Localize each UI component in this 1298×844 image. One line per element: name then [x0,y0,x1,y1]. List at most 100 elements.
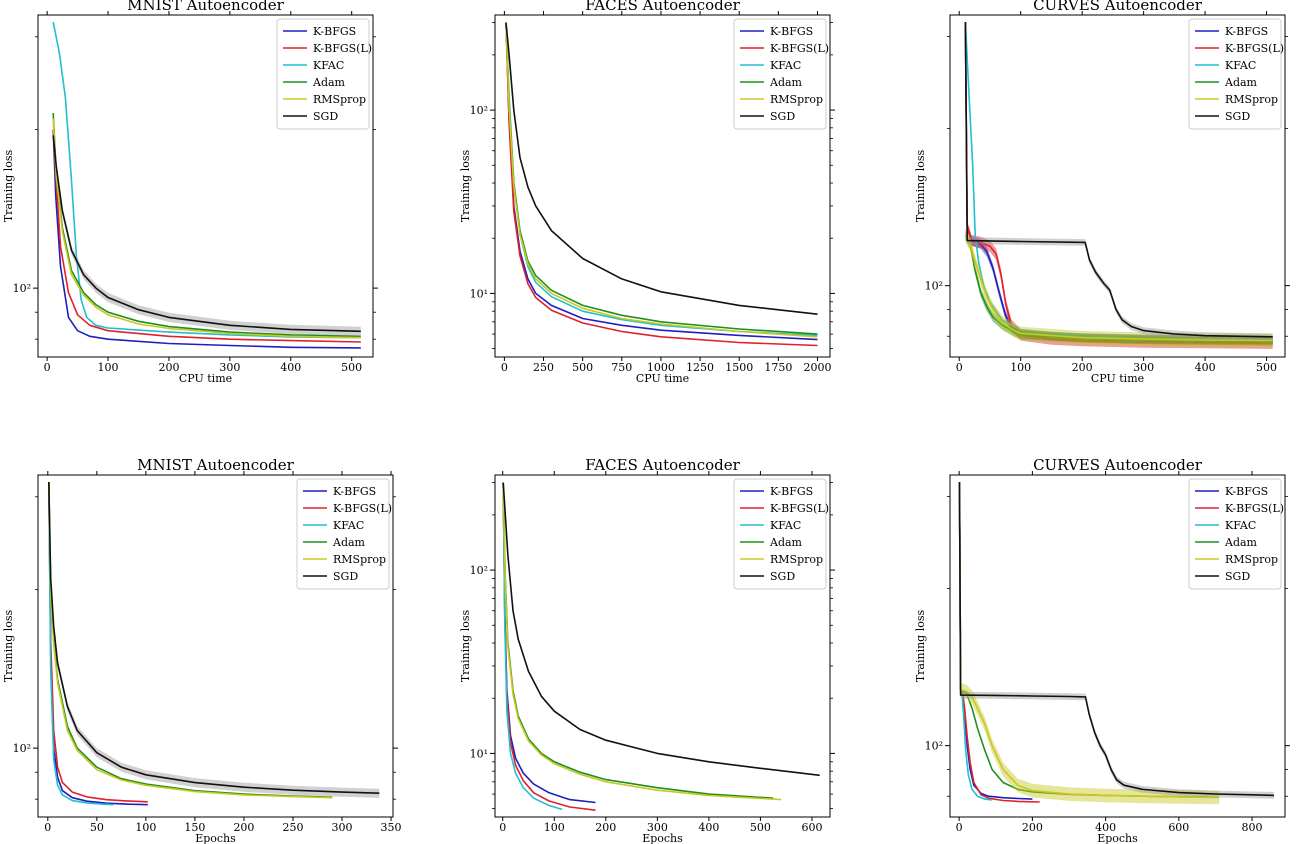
legend-label-k-bfgs: K-BFGS [1225,485,1268,498]
y-axis-label: Training loss [2,149,15,222]
series-line-rmsprop [48,481,333,799]
series-line-rmsprop [505,22,818,338]
x-tick-label: 300 [1133,361,1154,374]
legend-label-adam: Adam [1224,536,1258,549]
y-axis-label: Training loss [459,149,472,222]
y-tick-label: 10² [470,104,488,117]
plot-area [48,477,380,806]
x-tick-label: 2000 [803,361,831,374]
series-line-rmsprop [52,118,361,339]
x-tick-label: 350 [381,821,402,834]
legend: K-BFGS K-BFGS(L) KFAC Adam RMSprop SGD [276,18,372,130]
axes-frame [949,474,1286,818]
legend-label-rmsprop: RMSprop [1225,553,1278,566]
x-tick-label: 1500 [725,361,753,374]
legend-box [733,18,827,130]
chart-title: CURVES Autoencoder [1033,456,1203,474]
y-axis-label: Training loss [914,609,927,682]
series-line-k-bfgs-l [505,22,818,347]
legend-label-sgd: SGD [333,570,358,583]
x-tick-label: 300 [332,821,353,834]
series-line-sgd [52,135,361,333]
legend-label-k-bfgs: K-BFGS [770,25,813,38]
legend-label-k-bfgs-l: K-BFGS(L) [313,42,372,55]
legend-label-adam: Adam [1224,76,1258,89]
axes-frame [494,474,831,818]
series-line-kfac [48,481,114,806]
series-line-kfac [52,21,361,339]
series-line-k-bfgs-l [48,481,148,803]
legend-label-kfac: KFAC [313,59,344,72]
plot-area [502,482,820,811]
x-tick-label: 500 [572,361,593,374]
x-tick-label: 400 [1195,361,1216,374]
legend-label-k-bfgs-l: K-BFGS(L) [1225,42,1284,55]
x-tick-label: 0 [499,821,506,834]
legend-label-adam: Adam [769,76,803,89]
chart-title: MNIST Autoencoder [127,0,284,14]
x-axis-label: Epochs [1097,832,1138,844]
legend-box [1188,18,1282,130]
y-axis-label: Training loss [2,609,15,682]
x-tick-label: 200 [233,821,254,834]
y-tick-label: 10² [470,564,488,577]
series-band-rmsprop [959,475,1220,805]
x-tick-label: 0 [44,361,51,374]
legend-label-rmsprop: RMSprop [313,93,366,106]
legend-label-k-bfgs-l: K-BFGS(L) [770,502,829,515]
axes-frame [37,14,374,358]
legend-label-rmsprop: RMSprop [770,93,823,106]
chart-panel-2: CURVES Autoencoder CPU time Training loss 0… [914,0,1290,385]
legend-label-k-bfgs-l: K-BFGS(L) [1225,502,1284,515]
legend-label-k-bfgs: K-BFGS [333,485,376,498]
chart-panel-4: FACES Autoencoder Epochs Training loss 0 100… [459,456,835,844]
x-tick-label: 200 [595,821,616,834]
legend-label-adam: Adam [312,76,346,89]
x-tick-label: 50 [90,821,104,834]
series-line-rmsprop [502,482,782,801]
axes-frame [37,474,394,818]
legend-label-sgd: SGD [1225,570,1250,583]
y-tick-label: 10² [925,280,943,293]
chart-title: FACES Autoencoder [585,456,740,474]
x-tick-label: 200 [1022,821,1043,834]
x-tick-label: 100 [1010,361,1031,374]
legend-label-sgd: SGD [770,570,795,583]
series-line-kfac [958,481,993,801]
legend-label-sgd: SGD [313,110,338,123]
y-tick-label: 10¹ [470,287,488,300]
series-line-sgd [505,22,818,315]
plot-area [958,475,1275,805]
legend-box [276,18,370,130]
plot-area [964,16,1273,349]
legend-label-sgd: SGD [770,110,795,123]
plot-area [52,21,361,349]
legend: K-BFGS K-BFGS(L) KFAC Adam RMSprop SGD [733,18,829,130]
axes-frame [494,14,831,358]
chart-title: FACES Autoencoder [585,0,740,14]
x-tick-label: 800 [1242,821,1263,834]
x-tick-label: 250 [282,821,303,834]
series-line-sgd [502,482,820,777]
x-tick-label: 100 [544,821,565,834]
series-line-adam [52,112,361,338]
y-tick-label: 10² [13,742,31,755]
legend-label-k-bfgs: K-BFGS [1225,25,1268,38]
chart-panel-0: MNIST Autoencoder CPU time Training loss 0 1… [2,0,378,385]
x-axis-label: Epochs [642,832,683,844]
legend-box [296,478,390,590]
y-tick-label: 10¹ [470,747,488,760]
x-tick-label: 1250 [686,361,714,374]
series-band-sgd [53,130,361,336]
series-line-k-bfgs [502,482,596,804]
y-tick-label: 10² [13,282,31,295]
x-tick-label: 600 [801,821,822,834]
legend: K-BFGS K-BFGS(L) KFAC Adam RMSprop SGD [1188,18,1284,130]
legend-label-rmsprop: RMSprop [1225,93,1278,106]
x-tick-label: 600 [1168,821,1189,834]
x-tick-label: 200 [1072,361,1093,374]
legend-label-rmsprop: RMSprop [770,553,823,566]
legend-box [1188,478,1282,590]
x-tick-label: 300 [219,361,240,374]
legend-label-k-bfgs: K-BFGS [770,485,813,498]
